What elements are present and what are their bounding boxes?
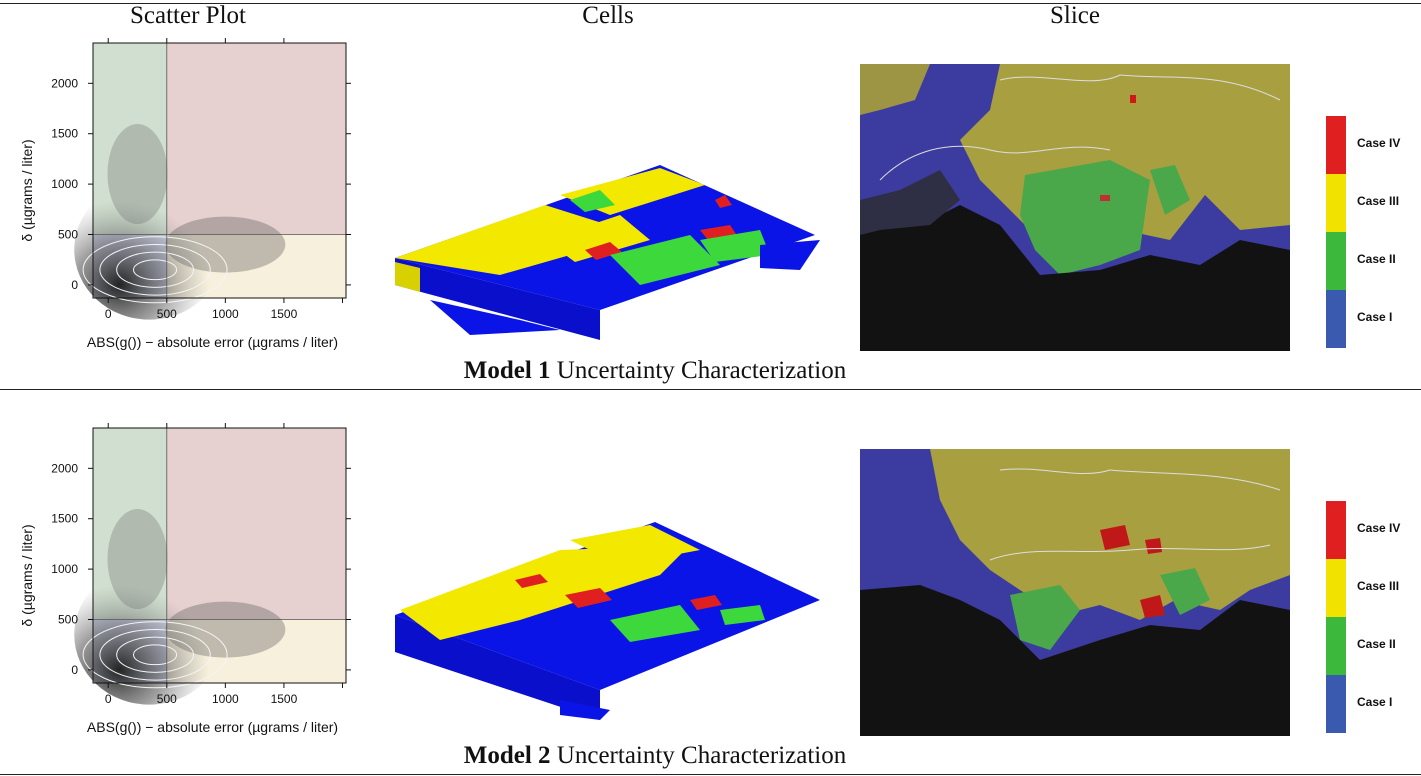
legend-label-case-ii: Case II xyxy=(1357,252,1396,266)
legend-swatch-case-iv xyxy=(1326,501,1346,559)
density-tail xyxy=(165,216,286,273)
plot-frame xyxy=(92,427,347,684)
cells-title: Cells xyxy=(582,2,634,29)
legend-swatch-case-iv xyxy=(1326,116,1346,174)
legend-label-case-i: Case I xyxy=(1357,695,1392,709)
legend-label-case-iii: Case III xyxy=(1357,579,1399,593)
legend-swatch-case-ii xyxy=(1326,232,1346,290)
top-rule xyxy=(0,3,1421,4)
model-1-caption-rest: Uncertainty Characterization xyxy=(550,357,847,384)
contour-line xyxy=(82,621,228,689)
legend-label-case-iv: Case IV xyxy=(1357,136,1400,150)
density-tail xyxy=(165,601,286,658)
density-upper xyxy=(107,124,168,225)
y-axis-label: δ (µgrams / liter) xyxy=(19,524,35,626)
case-legend-model-1: Case IV Case III Case II Case I xyxy=(1326,116,1400,348)
x-tick-label: 500 xyxy=(157,692,177,706)
x-tick-label: 1500 xyxy=(271,307,298,321)
x-axis-label: ABS(g()) − absolute error (µgrams / lite… xyxy=(87,719,338,735)
y-tick-label: 2000 xyxy=(51,76,78,90)
legend-swatch-case-i xyxy=(1326,675,1346,733)
legend-swatch-case-iii xyxy=(1326,174,1346,232)
density-core xyxy=(74,179,225,320)
y-tick-label: 500 xyxy=(58,613,78,627)
plot-frame xyxy=(92,42,347,299)
legend-label-case-iii: Case III xyxy=(1357,194,1399,208)
contour-line xyxy=(132,259,178,281)
slice-image-model-1 xyxy=(860,64,1290,351)
model-1-caption: Model 1 Uncertainty Characterization xyxy=(0,357,1310,385)
legend-label-case-ii: Case II xyxy=(1357,637,1396,651)
contour-line xyxy=(116,636,194,673)
model-2-caption-rest: Uncertainty Characterization xyxy=(550,742,847,769)
middle-rule xyxy=(0,389,1421,390)
model-2-caption: Model 2 Uncertainty Characterization xyxy=(0,742,1310,770)
cells-render-model-2 xyxy=(395,522,820,720)
slice-title: Slice xyxy=(1050,2,1100,29)
model-1-caption-bold: Model 1 xyxy=(463,357,551,384)
bottom-rule xyxy=(0,774,1421,775)
contour-line xyxy=(99,628,211,681)
model-2-caption-bold: Model 2 xyxy=(463,742,551,769)
y-tick-label: 0 xyxy=(71,663,78,677)
x-tick-label: 0 xyxy=(105,692,112,706)
x-axis-label: ABS(g()) − absolute error (µgrams / lite… xyxy=(87,334,338,350)
case-legend-model-2: Case IV Case III Case II Case I xyxy=(1326,501,1400,733)
y-tick-label: 1000 xyxy=(51,177,78,191)
legend-label-case-i: Case I xyxy=(1357,310,1392,324)
x-tick-label: 1000 xyxy=(212,307,239,321)
y-tick-label: 2000 xyxy=(51,461,78,475)
legend-swatch-case-i xyxy=(1326,290,1346,348)
scatter-plot-model-1: 0 500 1000 1500 0 500 1000 1500 2000 ABS(g()) − a… xyxy=(19,38,351,350)
x-tick-label: 500 xyxy=(157,307,177,321)
x-tick-label: 1500 xyxy=(271,692,298,706)
y-axis-label: δ (µgrams / liter) xyxy=(19,139,35,241)
density-core xyxy=(74,564,225,705)
contour-line xyxy=(99,243,211,296)
legend-swatch-case-iii xyxy=(1326,559,1346,617)
y-tick-label: 0 xyxy=(71,278,78,292)
x-tick-label: 0 xyxy=(105,307,112,321)
y-tick-label: 1000 xyxy=(51,562,78,576)
legend-label-case-iv: Case IV xyxy=(1357,521,1400,535)
y-tick-label: 1500 xyxy=(51,127,78,141)
density-cloud xyxy=(74,124,286,320)
density-cloud xyxy=(74,509,286,705)
density-upper xyxy=(107,509,168,610)
scatter-plot-title: Scatter Plot xyxy=(130,2,246,29)
contour-line xyxy=(82,236,228,304)
legend-swatch-case-ii xyxy=(1326,617,1346,675)
y-tick-label: 1500 xyxy=(51,512,78,526)
y-tick-label: 500 xyxy=(58,228,78,242)
contour-line xyxy=(116,251,194,288)
scatter-plot-model-2: 0 500 1000 1500 0 500 1000 1500 2000 ABS(g()) − a… xyxy=(19,423,351,735)
x-tick-label: 1000 xyxy=(212,692,239,706)
cells-render-model-1 xyxy=(395,165,820,340)
contour-line xyxy=(132,644,178,666)
slice-image-model-2 xyxy=(860,449,1290,736)
